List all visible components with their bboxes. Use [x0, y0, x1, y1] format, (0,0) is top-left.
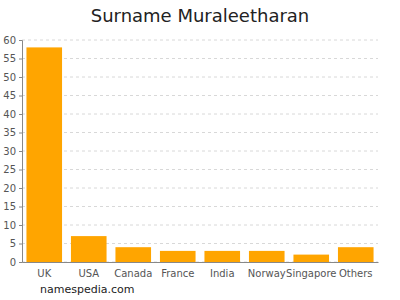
y-axis-line [19, 41, 23, 263]
y-tick-label: 15 [3, 201, 16, 212]
y-tick-mark [19, 207, 22, 208]
x-tick: UK [37, 262, 51, 279]
y-axis: 0 5 10 15 20 25 30 35 40 45 50 55 60 [3, 35, 22, 268]
x-tick: Norway [248, 262, 286, 279]
y-tick: 25 [3, 164, 22, 175]
x-tick: India [210, 262, 235, 279]
y-tick-label: 55 [3, 53, 16, 64]
x-axis: UK USA Canada France India NorwaySingaporeOth… [23, 262, 379, 279]
y-tick-mark [19, 225, 22, 226]
y-tick-label: 45 [3, 90, 16, 101]
source: namespedia.com [40, 283, 134, 296]
bar [293, 255, 329, 262]
x-tick-label: India [210, 268, 235, 279]
y-tick-label: 25 [3, 164, 16, 175]
y-tick-mark [19, 262, 22, 263]
bar [338, 247, 374, 262]
y-tick-mark [19, 77, 22, 78]
bar [115, 247, 151, 262]
grid-line [22, 114, 378, 115]
y-tick-label: 10 [3, 220, 16, 231]
grid-line [22, 188, 378, 189]
x-tick-label: Canada [114, 268, 152, 279]
x-tick-label: France [161, 268, 194, 279]
grid-line [22, 206, 378, 207]
y-tick-label: 0 [10, 257, 16, 268]
y-tick: 30 [3, 146, 22, 157]
y-tick-mark [19, 151, 22, 152]
grid-line [22, 58, 378, 59]
x-tick-label: Others [339, 268, 373, 279]
x-tick: USA [78, 262, 99, 279]
y-tick: 40 [3, 109, 22, 120]
x-tick: France [161, 262, 194, 279]
x-tick-label: USA [78, 268, 99, 279]
y-tick-mark [19, 244, 22, 245]
bar [160, 251, 196, 262]
y-tick-mark [19, 114, 22, 115]
y-tick-label: 5 [10, 238, 16, 249]
x-tick: Others [339, 262, 373, 279]
y-tick-label: 50 [3, 72, 16, 83]
y-tick-mark [19, 133, 22, 134]
bar [249, 251, 285, 262]
y-tick: 60 [3, 35, 22, 46]
y-tick-mark [19, 96, 22, 97]
x-tick-label: UK [37, 268, 51, 279]
plot: 0 5 10 15 20 25 30 35 40 45 50 55 60 UK USA Canada Franc… [3, 35, 378, 279]
title: Surname Muraleetharan [91, 5, 310, 26]
bar [26, 47, 62, 262]
grid [22, 40, 378, 262]
grid-line [22, 169, 378, 170]
y-tick: 15 [3, 201, 22, 212]
y-tick: 20 [3, 183, 22, 194]
y-tick-label: 35 [3, 127, 16, 138]
y-tick: 10 [3, 220, 22, 231]
x-tick-label: Norway [248, 268, 286, 279]
bars [26, 47, 373, 262]
y-tick-mark [19, 188, 22, 189]
y-tick: 55 [3, 53, 22, 64]
bar [204, 251, 240, 262]
y-tick-mark [19, 59, 22, 60]
y-tick-label: 30 [3, 146, 16, 157]
y-tick-label: 40 [3, 109, 16, 120]
grid-line [22, 151, 378, 152]
x-tick-label: Singapore [286, 268, 336, 279]
grid-line [22, 132, 378, 133]
y-tick-label: 60 [3, 35, 16, 46]
y-tick-label: 20 [3, 183, 16, 194]
y-tick: 45 [3, 90, 22, 101]
grid-line [22, 95, 378, 96]
grid-line [22, 40, 378, 41]
x-axis-line [23, 262, 379, 263]
x-tick: Singapore [286, 262, 336, 279]
y-tick: 35 [3, 127, 22, 138]
chart: Surname Muraleetharan 0 5 10 15 20 25 30 35 40 45 5… [0, 0, 400, 300]
y-tick: 5 [10, 238, 22, 249]
grid-line [22, 225, 378, 226]
bar [71, 236, 107, 262]
y-tick-mark [19, 40, 22, 41]
y-tick: 0 [10, 257, 22, 268]
y-tick: 50 [3, 72, 22, 83]
grid-line [22, 77, 378, 78]
y-tick-mark [19, 170, 22, 171]
x-tick: Canada [114, 262, 152, 279]
